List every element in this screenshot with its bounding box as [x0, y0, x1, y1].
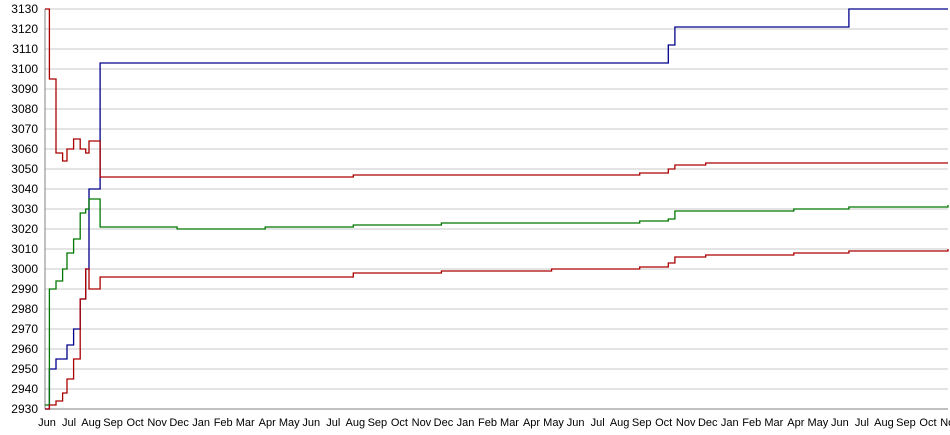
x-tick-label: Sep	[896, 417, 916, 429]
x-tick-label: Mar	[764, 417, 783, 429]
series-line-2	[45, 8, 948, 178]
y-tick-label: 3110	[12, 42, 38, 56]
x-tick-label: Aug	[610, 417, 630, 429]
y-tick-label: 2980	[11, 302, 38, 316]
y-tick-label: 2960	[11, 342, 38, 356]
series-line-1	[45, 8, 948, 410]
x-tick-label: Jul	[591, 417, 605, 429]
x-tick-label: Oct	[127, 417, 144, 429]
x-tick-label: Mar	[500, 417, 519, 429]
y-tick-label: 3050	[11, 162, 38, 176]
y-tick-label: 3120	[11, 22, 38, 36]
y-tick-label: 3070	[11, 122, 38, 136]
series-line-4	[45, 249, 949, 410]
y-tick-label: 2990	[11, 282, 38, 296]
x-tick-label: Dec	[698, 417, 718, 429]
y-tick-label: 3020	[11, 222, 38, 236]
x-tick-label: Nov	[412, 417, 432, 429]
y-tick-label: 3100	[11, 62, 38, 76]
x-tick-label: Jul	[62, 417, 76, 429]
x-tick-label: May	[543, 417, 564, 429]
y-tick-label: 2950	[11, 362, 38, 376]
x-tick-label: Dec	[434, 417, 454, 429]
x-tick-label: Oct	[919, 417, 936, 429]
y-tick-label: 3130	[11, 2, 38, 16]
x-tick-label: Dec	[169, 417, 189, 429]
x-tick-label: May	[807, 417, 828, 429]
y-tick-label: 3030	[11, 202, 38, 216]
x-tick-label: Nov	[676, 417, 696, 429]
y-tick-label: 3060	[11, 142, 38, 156]
x-tick-label: Feb	[742, 417, 761, 429]
x-tick-label: Oct	[655, 417, 672, 429]
y-tick-label: 3000	[11, 262, 38, 276]
x-tick-label: Jun	[38, 417, 56, 429]
x-tick-label: Jan	[192, 417, 210, 429]
y-tick-label: 3090	[11, 82, 38, 96]
x-tick-label: Apr	[787, 417, 804, 429]
x-tick-label: Jun	[567, 417, 585, 429]
y-tick-label: 3010	[11, 242, 38, 256]
y-tick-label: 2940	[11, 382, 38, 396]
x-tick-label: Aug	[81, 417, 101, 429]
x-tick-label: Jan	[457, 417, 475, 429]
x-tick-label: Aug	[346, 417, 366, 429]
x-tick-label: Feb	[478, 417, 497, 429]
x-tick-label: Mar	[236, 417, 255, 429]
x-tick-label: Nov	[147, 417, 167, 429]
x-tick-label: Jun	[302, 417, 320, 429]
x-tick-label: Sep	[632, 417, 652, 429]
x-tick-label: Apr	[523, 417, 540, 429]
x-tick-label: Feb	[214, 417, 233, 429]
x-tick-label: Nov	[940, 417, 950, 429]
x-tick-label: Jun	[831, 417, 849, 429]
x-tick-label: Aug	[874, 417, 894, 429]
x-tick-label: Sep	[103, 417, 123, 429]
x-tick-label: Jul	[855, 417, 869, 429]
x-tick-label: Sep	[368, 417, 388, 429]
x-tick-label: Apr	[259, 417, 276, 429]
y-tick-label: 3040	[11, 182, 38, 196]
y-tick-label: 2930	[11, 402, 38, 416]
y-tick-label: 3080	[11, 102, 38, 116]
y-tick-label: 2970	[11, 322, 38, 336]
x-tick-label: Oct	[391, 417, 408, 429]
x-tick-label: Jul	[326, 417, 340, 429]
x-tick-label: Jan	[721, 417, 739, 429]
x-tick-label: May	[279, 417, 300, 429]
series-line-3	[45, 198, 949, 406]
